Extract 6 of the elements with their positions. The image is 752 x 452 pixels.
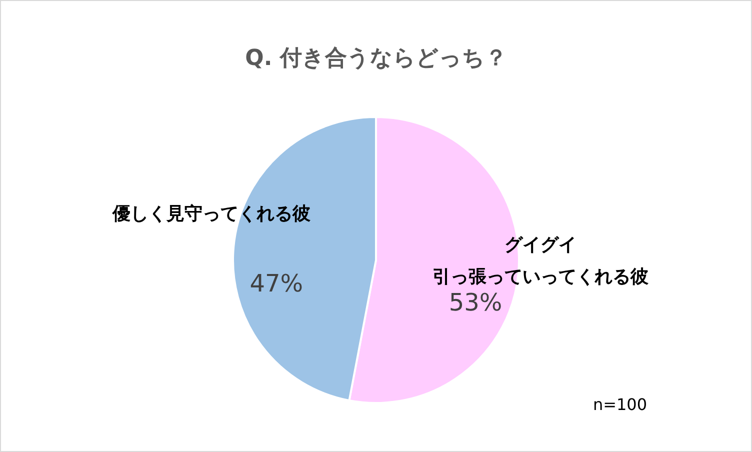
slice-label: 優しく見守ってくれる彼 [112, 203, 312, 224]
data-label: 47% [250, 270, 304, 298]
text: n=100 [592, 395, 648, 414]
slice-label: グイグイ引っ張っていってくれる彼 [432, 234, 650, 288]
data-label: 53% [448, 288, 502, 316]
chart-title: Q. 付き合うならどっち？ [245, 46, 507, 71]
